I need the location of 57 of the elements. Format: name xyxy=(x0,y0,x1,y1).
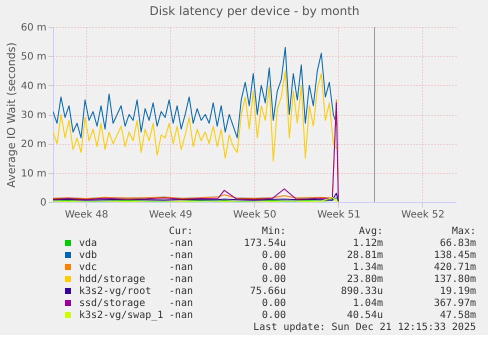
text: -nan xyxy=(168,262,193,273)
text: 66.83m xyxy=(440,238,476,249)
text: -nan xyxy=(168,274,193,285)
text: -nan xyxy=(168,238,193,249)
text: Last update: Sun Dec 21 12:15:33 2025 xyxy=(253,322,476,333)
x-tick-label: Week 51 xyxy=(317,210,361,220)
line-series xyxy=(53,70,338,162)
text: Cur: xyxy=(168,226,193,237)
text: Max: xyxy=(452,226,476,237)
y-axis-title: Average IO Wait (seconds) xyxy=(4,42,18,188)
text: 23.80m xyxy=(346,274,383,285)
text: 1.12m xyxy=(352,238,383,249)
text: 137.80m xyxy=(434,274,476,285)
text: 1.34m xyxy=(352,262,383,273)
x-tick-label: Week 49 xyxy=(148,210,192,220)
text: -nan xyxy=(168,310,193,321)
legend-label: vdc xyxy=(79,262,98,273)
legend-label: vdb xyxy=(79,250,98,261)
text: 40.54u xyxy=(346,310,383,321)
y-tick-label: 40 m xyxy=(20,80,46,92)
x-tick-label: Week 50 xyxy=(233,210,276,220)
text: 0.00 xyxy=(262,298,286,309)
legend-label: ssd/storage xyxy=(79,298,146,309)
y-tick-label: 60 m xyxy=(20,22,46,34)
y-tick-label: 20 m xyxy=(20,139,46,150)
text: -nan xyxy=(168,250,193,261)
text: 75.66u xyxy=(250,286,286,297)
text: Avg: xyxy=(358,226,383,237)
text: 367.97m xyxy=(434,298,476,309)
text: 28.81m xyxy=(346,250,383,261)
legend-label: hdd/storage xyxy=(79,274,146,285)
y-tick-label: 10 m xyxy=(20,168,46,180)
text: 890.33u xyxy=(340,286,383,297)
text: 0.00 xyxy=(262,262,286,273)
line-series xyxy=(53,46,338,138)
x-tick-label: Week 48 xyxy=(64,210,108,220)
line-series xyxy=(53,192,339,202)
y-tick-label: 50 m xyxy=(20,52,46,63)
text: 19.19m xyxy=(440,286,476,297)
text: 0.00 xyxy=(262,310,286,321)
text: 420.71m xyxy=(434,262,476,273)
text: -nan xyxy=(168,286,193,297)
text: 0.00 xyxy=(262,274,286,285)
legend-label: k3s2-vg/root xyxy=(79,286,152,297)
y-tick-label: 30 m xyxy=(20,110,46,121)
text: 47.58m xyxy=(440,310,476,321)
text: Min: xyxy=(262,226,286,237)
text: 173.54u xyxy=(244,238,286,249)
y-tick-label: 0 xyxy=(40,198,46,208)
legend-label: vda xyxy=(79,238,98,249)
text: -nan xyxy=(168,298,193,309)
x-tick-label: Week 52 xyxy=(401,210,445,220)
text: 138.45m xyxy=(434,250,476,261)
chart-title: Disk latency per device - by month xyxy=(149,4,360,18)
text: 1.04m xyxy=(352,298,383,309)
text: 0.00 xyxy=(262,250,286,261)
legend-label: k3s2-vg/swap_1 xyxy=(79,310,164,321)
